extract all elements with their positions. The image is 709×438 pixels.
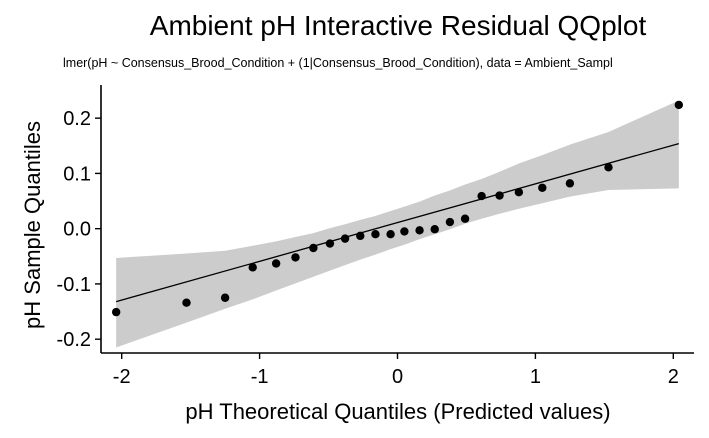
data-point: [460, 214, 470, 223]
data-point: [271, 259, 281, 268]
data-point: [495, 191, 504, 200]
y-axis-label: pH Sample Quantiles: [20, 121, 45, 329]
data-point: [565, 179, 575, 188]
data-point: [514, 188, 524, 197]
x-axis-label: pH Theoretical Quantiles (Predicted valu…: [185, 399, 610, 424]
data-point: [248, 263, 257, 272]
data-point: [111, 307, 121, 317]
chart-title: Ambient pH Interactive Residual QQplot: [150, 10, 647, 41]
y-tick-label: 0.2: [63, 108, 91, 130]
x-tick-label: 1: [530, 366, 541, 388]
data-point: [477, 191, 486, 201]
y-tick-label: 0.1: [63, 163, 91, 185]
data-point: [309, 243, 318, 253]
x-tick-label: 2: [668, 366, 679, 388]
data-point: [445, 217, 455, 227]
data-point: [604, 163, 613, 172]
data-point: [415, 226, 424, 235]
confidence-band-layer: [116, 100, 679, 348]
data-point: [356, 231, 365, 241]
x-tick-label: -1: [251, 366, 269, 388]
reference-line: [115, 142, 680, 303]
confidence-band: [116, 100, 679, 348]
y-tick-label: -0.2: [57, 329, 91, 351]
x-axis-ticks: -2 -1 0 1 2: [113, 353, 679, 388]
y-tick-label: 0.0: [63, 219, 91, 241]
data-point: [325, 239, 335, 248]
data-point: [220, 293, 230, 302]
x-tick-label: 0: [392, 366, 403, 388]
data-point: [386, 229, 395, 239]
points-layer: [111, 100, 684, 317]
chart-subtitle: lmer(pH ~ Consensus_Brood_Condition + (1…: [63, 56, 613, 70]
data-point: [371, 229, 380, 239]
data-point: [182, 298, 191, 307]
y-axis-ticks: -0.2 -0.1 0.0 0.1 0.2: [57, 108, 101, 351]
y-tick-label: -0.1: [57, 274, 91, 296]
x-tick-label: -2: [113, 366, 131, 388]
data-point: [430, 225, 439, 234]
data-point: [674, 100, 684, 110]
data-point: [291, 253, 300, 262]
data-point: [340, 234, 350, 243]
reference-line-layer: [115, 142, 680, 303]
data-point: [400, 227, 409, 236]
data-point: [538, 183, 547, 192]
